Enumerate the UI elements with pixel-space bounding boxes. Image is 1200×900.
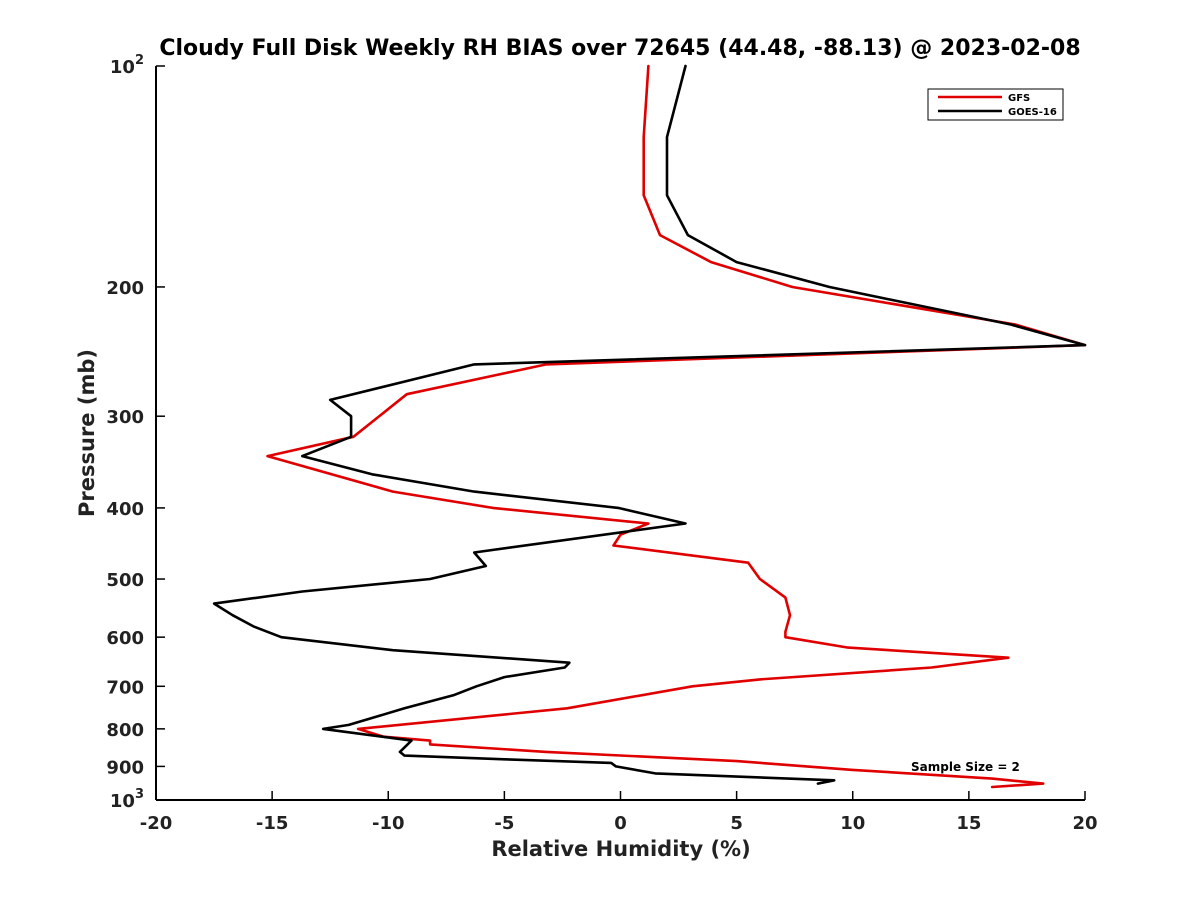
legend: GFS GOES-16 [927,88,1064,121]
y-tick-label: 103 [110,787,144,812]
x-tick-label: 0 [614,813,627,834]
series-layer [212,64,1087,789]
y-tick-label: 300 [106,407,144,428]
legend-box [927,88,1064,121]
y-tick-label: 200 [106,278,144,299]
x-tick-label: 5 [730,813,743,834]
sample-size-annotation: Sample Size = 2 [911,760,1020,774]
chart-title: Cloudy Full Disk Weekly RH BIAS over 726… [159,36,1080,61]
x-tick-label: -20 [140,813,173,834]
x-tick-label: 20 [1072,813,1097,834]
axes-layer: -20 -15 -10 -5 0 5 10 15 20 102 200 300 400 500 600 700… [106,53,1097,834]
y-tick-label: 900 [106,757,144,778]
x-axis-label: Relative Humidity (%) [491,837,750,861]
legend-label-gfs: GFS [1008,93,1030,104]
y-tick-label: 500 [106,570,144,591]
y-tick-label: 800 [106,720,144,741]
y-axis-label: Pressure (mb) [75,349,99,517]
y-tick-label: 600 [106,628,144,649]
x-tick-label: 15 [956,813,981,834]
x-tick-label: -15 [256,813,289,834]
y-tick-label: 700 [106,677,144,698]
x-tick-label: -5 [494,813,514,834]
y-tick-label: 102 [110,53,144,78]
y-tick-label: 400 [106,499,144,520]
x-tick-label: -10 [372,813,405,834]
legend-label-goes16: GOES-16 [1008,107,1057,118]
series-line-gfs [266,64,1087,789]
x-tick-label: 10 [840,813,865,834]
series-line-goes16 [212,64,1087,785]
